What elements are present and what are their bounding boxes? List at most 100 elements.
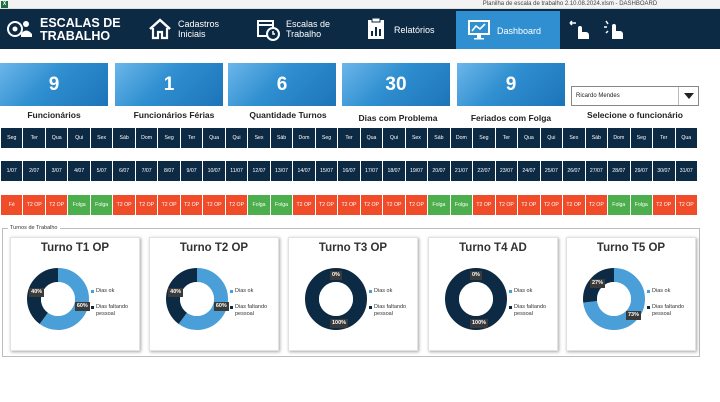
calendar-date-cell: 12/07 [248,161,270,181]
chevron-down-icon[interactable] [678,87,698,105]
calendar-shift-cell: T2 OP [23,195,45,215]
report-icon [368,17,384,39]
calendar-date-cell: 11/07 [225,161,248,181]
calendar-shift-cell: T2 OP [540,195,563,215]
turno-card: Turno T5 OP 73% 27% Dias ok Dias faltando pes… [566,237,696,351]
calendar-day-cell: Qui [68,128,90,148]
logo-line2: TRABALHO [40,29,111,43]
kpi-label-funcionarios-ferias: Funcionários Férias [133,110,215,120]
turno-card: Turno T2 OP 60% 40% Dias ok Dias faltando pes… [149,237,279,351]
nav-cadastros-iniciais[interactable]: Cadastros Iniciais [148,13,248,45]
calendar-shift-cell: Folga [630,195,653,215]
turno-chart-title: Turno T5 OP [596,242,666,254]
calendar-shift-cell: T2 OP [315,195,338,215]
window-title-bar: X Planilha de escala de trabalho 2.10.08… [0,0,720,9]
calendar-day-cell: Qua [675,128,697,148]
calendar-day-cell: Dom [293,128,315,148]
calendar-shift-cell: T2 OP [158,195,180,215]
touch-tap-icon[interactable] [602,19,628,41]
calendar-day-cell: Qua [518,128,540,148]
calendar-date-cell: 21/07 [450,161,473,181]
calendar-date-cell: 29/07 [630,161,653,181]
kpi-funcionarios: 9 [0,63,108,106]
calendar-date-cell: 2/07 [23,161,45,181]
donut-label-dias-ok: 73% [626,310,642,320]
calendar-date-cell: 8/07 [158,161,180,181]
kpi-label-quantidade-turnos: Quantidade Turnos [249,110,327,120]
turno-chart-title: Turno T2 OP [179,242,249,254]
kpi-label-funcionarios: Funcionários [27,110,81,120]
donut-label-dias-faltando: 100% [330,319,349,328]
app-logo: ESCALAS DE TRABALHO [4,13,132,45]
donut-slice-dias-faltando [166,268,228,330]
kpi-feriados-com-folga: 9 [457,63,565,106]
calendar-shift-cell: T2 OP [338,195,360,215]
home-icon [149,18,171,40]
calendar-date-cell: 17/07 [360,161,383,181]
calendar-shift-cell: Folga [428,195,450,215]
logo-line1: ESCALAS DE [40,16,121,30]
calendar-date-cell: 15/07 [315,161,338,181]
calendar-shift-cell: Folga [270,195,293,215]
donut-label-dias-ok: 60% [213,302,229,312]
calendar-date-cell: 18/07 [383,161,405,181]
calendar-date-cell: 23/07 [495,161,518,181]
calendar-clock-icon [257,20,280,41]
nav-dashboard[interactable]: Dashboard [456,11,560,49]
touch-swipe-icon[interactable] [568,19,594,41]
calendar-day-cell: Qua [45,128,68,148]
calendar-date-cell: 20/07 [428,161,450,181]
calendar-shift-cell: Fé [1,195,23,215]
legend-swatch [230,290,233,293]
donut-slice-dias-faltando [583,268,645,330]
calendar-day-cell: Sáb [270,128,293,148]
donut-label-dias-faltando: 40% [168,287,184,297]
calendar-date-cell: 24/07 [518,161,540,181]
calendar-shift-cell: T2 OP [495,195,518,215]
employee-select-label: Selecione o funcionário [587,110,683,120]
calendar-shift-cell: Folga [68,195,90,215]
calendar-date-cell: 13/07 [270,161,293,181]
calendar-day-cell: Qua [360,128,383,148]
employee-select[interactable]: Ricardo Mendes [571,86,699,106]
calendar-date-cell: 26/07 [563,161,585,181]
dashboard-monitor-icon [468,20,490,40]
calendar-date-cell: 7/07 [135,161,158,181]
turno-card: Turno T4 AD 0% 100% Dias ok Dias faltando pes… [428,237,558,351]
calendar-shift-cell: T2 OP [360,195,383,215]
calendar-date-cell: 9/07 [180,161,203,181]
nav-relatorios[interactable]: Relatórios [364,13,444,45]
calendar-shift-cell: T2 OP [180,195,203,215]
calendar-day-cell: Ter [495,128,518,148]
legend-swatch [91,306,94,309]
turnos-panel: Turnos de Trabalho Turno T1 OP 60% 40% Dias… [2,225,700,357]
kpi-label-dias-com-problema: Dias com Problema [358,113,438,123]
donut-label-dias-faltando: 27% [589,279,605,289]
calendar-shift-cell: T2 OP [585,195,608,215]
calendar-day-cell: Ter [23,128,45,148]
legend-swatch [647,306,650,309]
calendar-day-cell: Seg [473,128,495,148]
calendar-day-cell: Sex [90,128,113,148]
calendar-date-cell: 28/07 [608,161,630,181]
calendar-shift-cell: T2 OP [653,195,675,215]
calendar-date-cell: 22/07 [473,161,495,181]
donut-label-dias-ok: 60% [74,302,90,312]
calendar-day-cell: Dom [135,128,158,148]
calendar-shift-cell: T2 OP [293,195,315,215]
calendar-date-cell: 5/07 [90,161,113,181]
turno-card: Turno T3 OP 0% 100% Dias ok Dias faltando pes… [288,237,418,351]
nav-escalas-de-trabalho[interactable]: Escalas de Trabalho [256,13,346,45]
calendar-day-cell: Sex [563,128,585,148]
calendar-day-cell: Seg [630,128,653,148]
calendar-shift-cell: T2 OP [675,195,697,215]
legend-swatch [91,290,94,293]
calendar-day-cell: Seg [158,128,180,148]
calendar-day-cell: Dom [608,128,630,148]
calendar-shift-cell: T2 OP [135,195,158,215]
donut-chart [583,268,645,330]
calendar-day-cell: Ter [653,128,675,148]
calendar-date-cell: 25/07 [540,161,563,181]
donut-label-dias-ok: 0% [470,271,482,280]
calendar-day-cell: Sáb [428,128,450,148]
